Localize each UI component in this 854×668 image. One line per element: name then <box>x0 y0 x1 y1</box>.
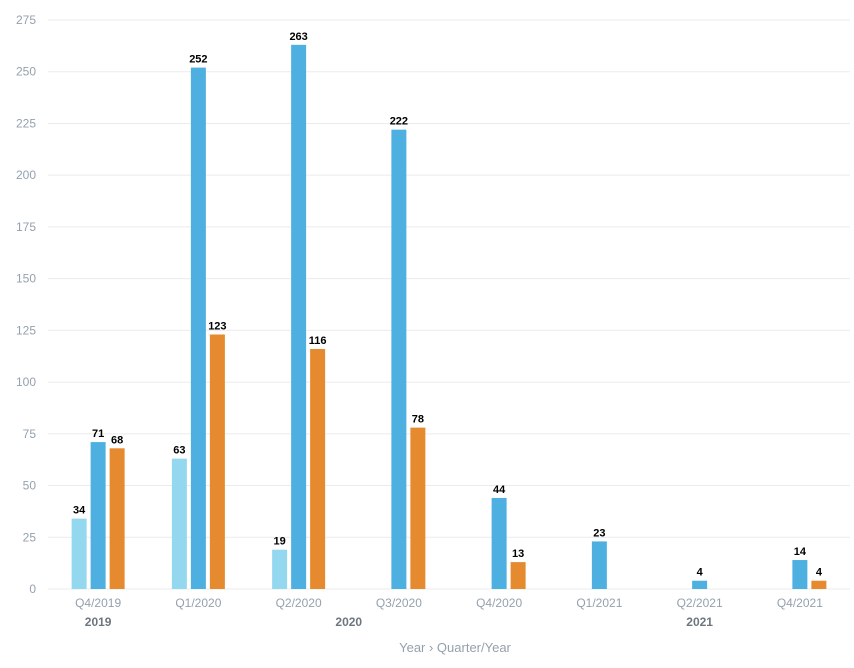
y-tick-label: 200 <box>16 168 36 182</box>
y-tick-label: 75 <box>23 427 37 441</box>
bar <box>171 458 187 589</box>
y-tick-label: 250 <box>16 65 36 79</box>
x-group-label: 2020 <box>335 615 362 629</box>
bar <box>692 580 708 589</box>
y-tick-label: 150 <box>16 272 36 286</box>
data-label: 116 <box>309 335 327 347</box>
bar <box>410 427 426 589</box>
bar <box>491 497 507 589</box>
bar <box>90 442 106 589</box>
x-category-label: Q2/2020 <box>276 596 322 610</box>
y-tick-label: 100 <box>16 375 36 389</box>
x-category-label: Q1/2020 <box>175 596 221 610</box>
bar <box>71 518 87 589</box>
bar <box>310 348 326 589</box>
data-label: 13 <box>512 548 524 560</box>
data-labels: 34 63 19 71 252 263 222 44 23 4 14 68 123 116 78 13 4 <box>73 31 823 579</box>
bar <box>811 580 827 589</box>
x-category-label: Q3/2020 <box>376 596 422 610</box>
x-group-label: 2019 <box>85 615 112 629</box>
y-tick-label: 25 <box>23 530 37 544</box>
x-group-label: 2021 <box>686 615 713 629</box>
bar <box>272 549 288 589</box>
x-axis-categories: Q4/2019 Q1/2020 Q2/2020 Q3/2020 Q4/2020 Q1/20… <box>75 596 823 610</box>
data-label: 71 <box>92 428 104 440</box>
data-label: 34 <box>73 505 86 517</box>
data-label: 263 <box>289 31 307 43</box>
x-axis-title: Year › Quarter/Year <box>399 640 511 655</box>
bar <box>510 562 526 589</box>
bar <box>391 129 407 590</box>
y-tick-label: 125 <box>16 323 36 337</box>
bars <box>71 44 827 590</box>
data-label: 78 <box>412 414 424 426</box>
data-label: 68 <box>111 434 123 446</box>
gridlines <box>48 19 850 590</box>
y-tick-label: 275 <box>16 13 36 27</box>
bar <box>591 541 607 589</box>
x-category-label: Q1/2021 <box>576 596 622 610</box>
data-label: 14 <box>794 546 807 558</box>
bar <box>291 44 307 589</box>
x-category-label: Q4/2020 <box>476 596 522 610</box>
bar <box>209 334 225 589</box>
data-label: 123 <box>208 321 226 333</box>
y-tick-label: 50 <box>23 479 37 493</box>
bar <box>109 448 125 589</box>
data-label: 19 <box>274 536 286 548</box>
data-label: 252 <box>189 54 207 66</box>
data-label: 222 <box>390 116 408 128</box>
y-axis-ticks: 0 25 50 75 100 125 150 175 200 225 250 275 <box>16 13 36 596</box>
y-tick-label: 175 <box>16 220 36 234</box>
y-tick-label: 225 <box>16 116 36 130</box>
x-axis-year-groups: 2019 2020 2021 <box>85 615 714 629</box>
x-category-label: Q4/2021 <box>777 596 823 610</box>
bar <box>190 67 206 589</box>
data-label: 4 <box>816 567 823 579</box>
data-label: 44 <box>493 484 506 496</box>
y-tick-label: 0 <box>29 582 36 596</box>
data-label: 4 <box>697 567 704 579</box>
x-category-label: Q4/2019 <box>75 596 121 610</box>
data-label: 23 <box>593 527 605 539</box>
x-category-label: Q2/2021 <box>677 596 723 610</box>
data-label: 63 <box>173 445 185 457</box>
bar <box>792 560 808 589</box>
